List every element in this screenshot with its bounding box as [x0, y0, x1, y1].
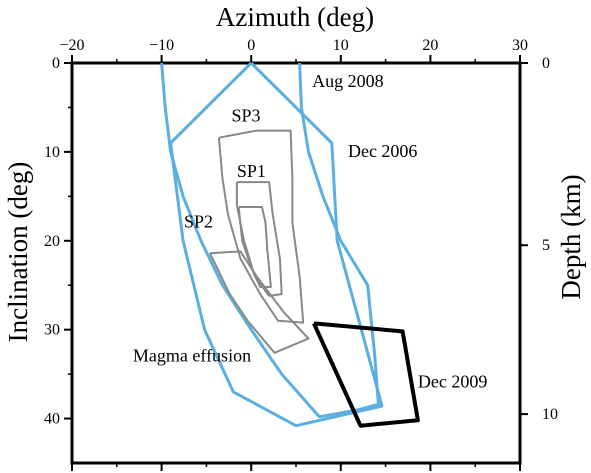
y-left-tick-label: 10 [44, 144, 60, 161]
annotation-label: Magma effusion [133, 346, 251, 366]
y-right-tick-label: 0 [542, 55, 550, 72]
annotation-label: SP3 [231, 106, 260, 126]
axis-ticks: −20 −10 0 10 20 30 0 10 20 30 40 0 5 10 [44, 37, 558, 471]
annotation-label: Aug 2008 [312, 71, 384, 91]
annotation-label: Dec 2006 [348, 141, 417, 161]
x-tick-label: 30 [512, 37, 528, 54]
series-dec-2006 [169, 61, 384, 428]
x-tick-label: −20 [59, 37, 84, 54]
plot-frame [70, 61, 522, 465]
series-dec-2009 [312, 321, 420, 428]
y-left-tick-label: 20 [44, 233, 60, 250]
annotation-label: SP1 [237, 161, 266, 181]
x-tick-label: −10 [149, 37, 174, 54]
y-axis-left-title: Inclination (deg) [3, 162, 33, 343]
y-left-tick-label: 30 [44, 322, 60, 339]
series-sp2 [209, 250, 310, 354]
annotation-layer: Aug 2008 Dec 2006 SP3 SP1 SP2 Magma effusion D… [133, 71, 487, 391]
series-aug-2008 [160, 62, 380, 419]
x-tick-label: 20 [422, 37, 438, 54]
series-layer [160, 61, 420, 428]
x-tick-label: 0 [247, 37, 255, 54]
annotation-label: SP2 [184, 211, 213, 231]
series-inner [237, 206, 272, 288]
y-right-tick-label: 5 [542, 237, 550, 254]
y-right-tick-label: 10 [542, 406, 558, 423]
x-axis-title: Azimuth (deg) [216, 2, 374, 32]
annotation-label: Dec 2009 [418, 371, 487, 391]
y-axis-right-title: Depth (km) [556, 174, 586, 299]
plot-border [70, 61, 522, 465]
x-tick-label: 10 [333, 37, 349, 54]
series-sp3 [217, 129, 305, 324]
y-left-tick-label: 40 [44, 411, 60, 428]
y-left-tick-label: 0 [52, 55, 60, 72]
